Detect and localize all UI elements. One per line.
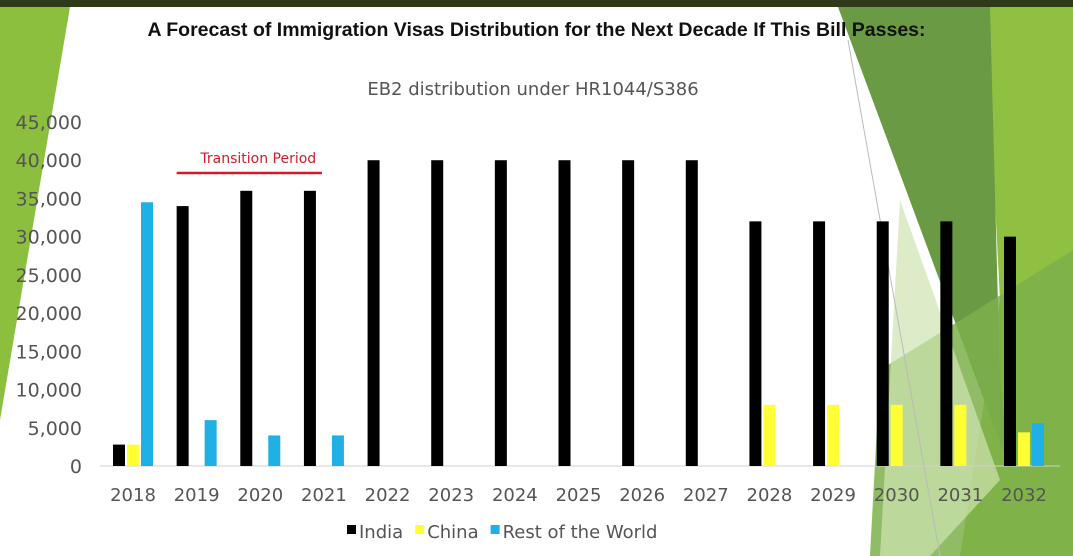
bar-rest-of-the-world: [331, 435, 344, 466]
legend-label: India: [359, 522, 403, 543]
y-tick-label: 35,000: [16, 188, 82, 210]
bar-india: [685, 160, 698, 466]
bar-india: [303, 190, 316, 467]
y-tick-label: 0: [70, 456, 82, 478]
bar-rest-of-the-world: [141, 202, 153, 466]
bar-india: [431, 160, 444, 466]
bar-china: [890, 404, 903, 466]
x-tick-label: 2030: [874, 485, 920, 506]
y-tick-label: 45,000: [16, 112, 82, 134]
slide-title: A Forecast of Immigration Visas Distribu…: [147, 19, 926, 41]
bar-rest-of-the-world: [268, 435, 281, 466]
top-bar: [0, 0, 1073, 7]
y-tick-label: 25,000: [16, 265, 82, 287]
y-tick-label: 10,000: [16, 380, 82, 402]
bar-china: [1018, 432, 1030, 466]
bar-india: [176, 206, 189, 467]
x-tick-label: 2024: [492, 485, 538, 506]
bar-china: [827, 404, 840, 466]
bar-rest-of-the-world: [1032, 423, 1044, 466]
bar-chart: EB2 distribution under HR1044/S386 0 5,000…: [16, 79, 1060, 543]
x-tick-label: 2022: [365, 485, 411, 506]
x-tick-label: 2023: [428, 485, 474, 506]
bar-india: [940, 221, 953, 466]
x-tick-label: 2021: [301, 485, 347, 506]
x-tick-label: 2020: [237, 485, 283, 506]
x-tick-label: 2029: [810, 485, 856, 506]
y-tick-label: 15,000: [16, 341, 82, 363]
right-light-triangle: [880, 200, 1000, 556]
bar-rest-of-the-world: [204, 420, 217, 466]
bar-india: [813, 221, 826, 466]
x-tick-label: 2028: [747, 485, 793, 506]
bar-china: [127, 444, 139, 466]
legend-swatch: [415, 525, 425, 534]
x-tick-label: 2032: [1001, 485, 1047, 506]
bar-india: [622, 160, 635, 466]
x-tick-label: 2018: [110, 485, 156, 506]
chart-title: EB2 distribution under HR1044/S386: [367, 79, 698, 100]
bar-india: [1004, 236, 1016, 466]
bar-india: [240, 190, 253, 467]
left-green-shape: [0, 7, 70, 420]
y-tick-label: 30,000: [16, 227, 82, 249]
legend-label: China: [427, 522, 478, 543]
y-tick-label: 20,000: [16, 303, 82, 325]
x-tick-label: 2025: [556, 485, 602, 506]
bar-india: [749, 221, 762, 466]
x-tick-label: 2031: [937, 485, 983, 506]
x-tick-label: 2019: [174, 485, 220, 506]
legend-swatch: [490, 525, 500, 534]
bar-india: [367, 160, 380, 466]
legend-swatch: [347, 525, 356, 534]
legend-label: Rest of the World: [503, 522, 658, 543]
bar-india: [494, 160, 507, 466]
bar-china: [954, 404, 967, 466]
y-tick-label: 5,000: [28, 418, 82, 440]
decor-line: [847, 39, 941, 556]
bar-india: [876, 221, 889, 466]
bar-india: [113, 444, 125, 466]
x-tick-label: 2027: [683, 485, 729, 506]
bar-china: [763, 404, 776, 466]
bar-india: [558, 160, 571, 466]
transition-period-label: Transition Period: [199, 151, 316, 167]
x-tick-label: 2026: [619, 485, 665, 506]
y-tick-label: 40,000: [16, 150, 82, 172]
